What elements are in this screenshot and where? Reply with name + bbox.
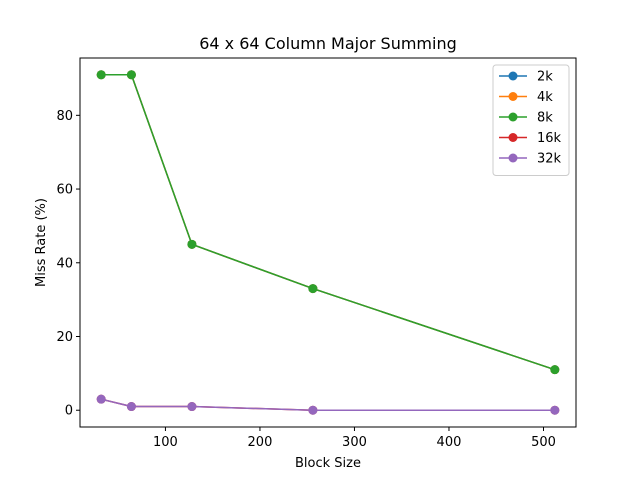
chart-title: 64 x 64 Column Major Summing bbox=[199, 34, 457, 53]
data-point bbox=[126, 70, 136, 80]
y-tick-label: 0 bbox=[65, 404, 73, 419]
legend-item: 16k bbox=[499, 131, 562, 146]
x-tick-label: 400 bbox=[437, 435, 462, 450]
data-point bbox=[96, 394, 106, 404]
legend-marker bbox=[508, 92, 518, 101]
legend-label: 8k bbox=[537, 111, 553, 126]
plot-area bbox=[96, 70, 560, 415]
legend-label: 2k bbox=[537, 70, 553, 85]
legend: 2k 4k 8k 16k 32k bbox=[492, 64, 570, 176]
legend-item: 8k bbox=[499, 111, 553, 126]
y-axis: 0 20 40 60 80 bbox=[56, 109, 80, 419]
y-tick-label: 40 bbox=[56, 256, 73, 271]
legend-label: 32k bbox=[537, 152, 562, 167]
legend-marker bbox=[508, 112, 518, 122]
x-tick-label: 100 bbox=[153, 435, 178, 450]
data-point bbox=[308, 284, 318, 294]
legend-item: 32k bbox=[499, 152, 562, 167]
y-tick-label: 60 bbox=[56, 183, 73, 198]
legend-marker bbox=[508, 153, 518, 163]
legend-marker bbox=[508, 71, 518, 81]
x-tick-label: 300 bbox=[342, 435, 367, 450]
y-tick-label: 80 bbox=[56, 109, 73, 124]
data-point bbox=[308, 405, 318, 415]
data-point bbox=[187, 402, 197, 412]
legend-label: 4k bbox=[537, 90, 553, 105]
legend-item: 4k bbox=[499, 90, 553, 105]
x-tick-label: 500 bbox=[531, 435, 556, 450]
data-point bbox=[126, 402, 136, 412]
legend-label: 16k bbox=[537, 131, 562, 146]
series-32k bbox=[96, 394, 560, 415]
data-point bbox=[187, 239, 197, 249]
legend-marker bbox=[508, 133, 518, 142]
x-tick-label: 200 bbox=[248, 435, 273, 450]
y-tick-label: 20 bbox=[56, 330, 73, 345]
data-point bbox=[96, 70, 106, 80]
axes-frame bbox=[79, 57, 577, 428]
data-point bbox=[550, 405, 560, 415]
data-point bbox=[550, 365, 560, 375]
x-axis-title: Block Size bbox=[295, 456, 361, 471]
x-axis: 100 200 300 400 500 bbox=[153, 427, 556, 450]
y-axis-title: Miss Rate (%) bbox=[34, 198, 49, 287]
series-8k bbox=[96, 70, 560, 375]
legend-item: 2k bbox=[499, 70, 553, 85]
